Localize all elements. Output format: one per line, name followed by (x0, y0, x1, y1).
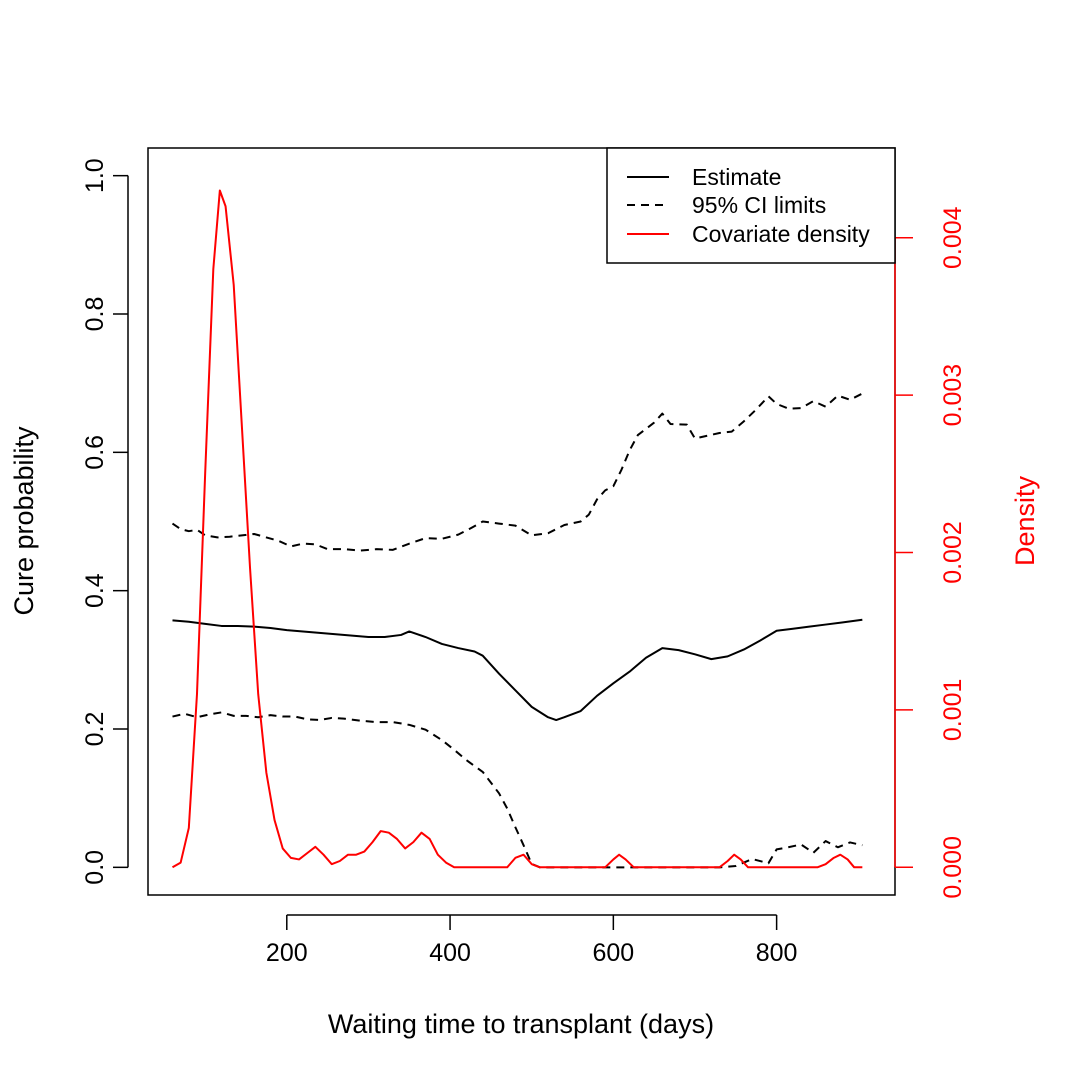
x-tick-label: 600 (592, 939, 634, 967)
legend-label-ci: 95% CI limits (692, 192, 826, 218)
x-tick-label: 400 (429, 939, 471, 967)
y-axis-label: Cure probability (9, 426, 39, 616)
y2-tick-label: 0.002 (939, 521, 967, 584)
y2-axis-label: Density (1010, 475, 1040, 566)
legend: Estimate 95% CI limits Covariate density (606, 147, 896, 264)
series-line-2 (172, 711, 863, 869)
x-tick-label: 200 (266, 939, 308, 967)
y2-tick-label: 0.001 (939, 679, 967, 742)
y-axis: 0.0 0.2 0.4 0.6 0.8 1.0 (81, 158, 129, 885)
y-tick-label: 1.0 (81, 158, 109, 193)
x-axis: 200 400 600 800 (266, 914, 798, 967)
x-axis-label: Waiting time to transplant (days) (328, 1009, 714, 1039)
y2-axis: 0.000 0.001 0.002 0.003 0.004 (894, 206, 967, 899)
x-tick-label: 800 (756, 939, 798, 967)
y-tick-label: 0.8 (81, 297, 109, 332)
y-tick-label: 0.2 (81, 712, 109, 747)
series-line-0 (172, 618, 863, 722)
series-line-1 (171, 392, 863, 552)
y-tick-label: 0.4 (81, 573, 109, 608)
y-tick-label: 0.6 (81, 435, 109, 470)
y2-tick-label: 0.003 (939, 364, 967, 427)
y-tick-label: 0.0 (81, 850, 109, 885)
legend-label-density: Covariate density (692, 221, 870, 247)
y2-tick-label: 0.000 (939, 836, 967, 899)
series-layer (171, 189, 863, 869)
series-line-3 (171, 189, 863, 869)
legend-label-estimate: Estimate (692, 164, 781, 190)
y2-tick-label: 0.004 (939, 206, 967, 269)
